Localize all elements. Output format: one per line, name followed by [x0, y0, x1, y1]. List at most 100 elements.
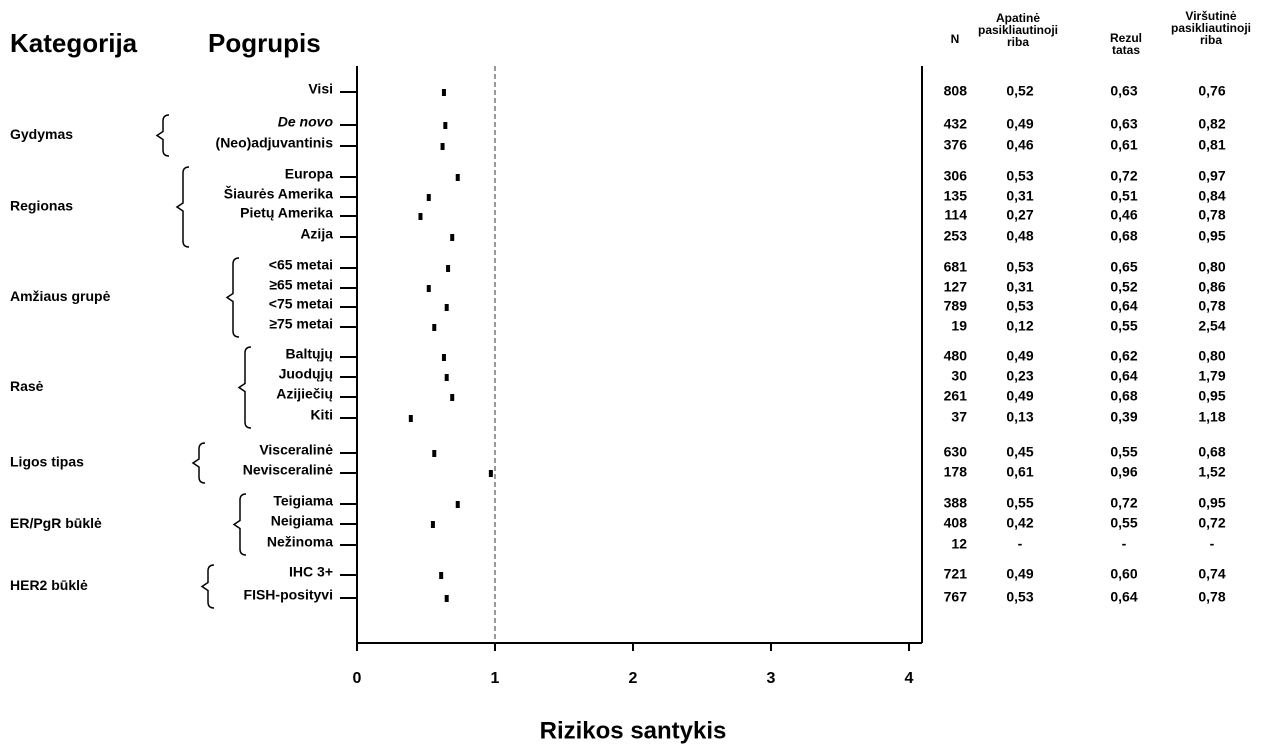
cell-result: 0,96 [1110, 464, 1137, 480]
category-label: Gydymas [10, 126, 73, 142]
cell-lower: 0,45 [1006, 444, 1033, 460]
subgroup-label: IHC 3+ [289, 564, 333, 580]
subgroup-label: <75 metai [269, 296, 333, 312]
category-brace [200, 564, 215, 609]
cell-lower: 0,42 [1006, 515, 1033, 531]
point-estimate [408, 415, 413, 422]
cell-upper: - [1210, 536, 1215, 552]
cell-upper: 0,68 [1198, 444, 1225, 460]
cell-result: 0,72 [1110, 168, 1137, 184]
cell-lower: 0,55 [1006, 495, 1033, 511]
cell-lower: 0,13 [1006, 409, 1033, 425]
subgroup-label: Pietų Amerika [240, 205, 333, 221]
subgroup-label: Kiti [310, 407, 333, 423]
cell-upper: 1,18 [1198, 409, 1225, 425]
cell-n: 808 [944, 83, 968, 99]
cell-n: 721 [944, 566, 968, 582]
header-result: Rezul tatas [1109, 31, 1142, 57]
cell-n: 681 [944, 259, 968, 275]
category-brace [191, 442, 206, 484]
cell-lower: 0,46 [1006, 137, 1033, 153]
cell-n: 114 [944, 207, 967, 223]
point-estimate [444, 374, 449, 381]
cell-result: 0,60 [1110, 566, 1137, 582]
cell-n: 789 [944, 298, 968, 314]
cell-lower: 0,12 [1006, 318, 1033, 334]
cell-n: 630 [944, 444, 968, 460]
cell-upper: 1,52 [1198, 464, 1225, 480]
cell-n: 19 [951, 318, 967, 334]
cell-lower: 0,31 [1006, 188, 1033, 204]
cell-n: 408 [944, 515, 968, 531]
subgroup-label: Juodųjų [279, 366, 333, 382]
cell-result: 0,46 [1110, 207, 1137, 223]
cell-lower: 0,61 [1006, 464, 1033, 480]
header-subgroup: Pogrupis [208, 28, 321, 58]
subgroup-label: Azija [300, 226, 333, 242]
point-estimate [488, 470, 493, 477]
cell-upper: 0,81 [1198, 137, 1225, 153]
point-estimate [426, 285, 431, 292]
category-brace [225, 257, 240, 338]
x-axis-title: Rizikos santykis [540, 717, 727, 744]
category-brace [237, 346, 252, 429]
cell-upper: 0,80 [1198, 259, 1225, 275]
cell-lower: 0,31 [1006, 279, 1033, 295]
category-brace [175, 166, 190, 248]
cell-result: 0,55 [1110, 515, 1137, 531]
point-estimate [441, 354, 446, 361]
cell-upper: 0,74 [1198, 566, 1225, 582]
cell-upper: 0,78 [1198, 298, 1225, 314]
cell-lower: 0,27 [1006, 207, 1033, 223]
cell-upper: 0,95 [1198, 495, 1225, 511]
category-label: Rasė [10, 378, 44, 394]
cell-result: 0,55 [1110, 318, 1137, 334]
cell-upper: 0,78 [1198, 207, 1225, 223]
subgroup-label: ≥75 metai [269, 316, 333, 332]
subgroup-label: (Neo)adjuvantinis [216, 135, 334, 151]
point-estimate [455, 501, 460, 508]
header-category: Kategorija [10, 28, 138, 58]
subgroup-label: Nevisceralinė [243, 462, 333, 478]
point-estimate [439, 572, 444, 579]
point-estimate [450, 234, 455, 241]
cell-result: 0,63 [1110, 116, 1137, 132]
cell-upper: 0,78 [1198, 589, 1225, 605]
cell-lower: 0,53 [1006, 168, 1033, 184]
category-label: ER/PgR būklė [10, 515, 102, 531]
cell-n: 306 [944, 168, 968, 184]
cell-lower: 0,53 [1006, 298, 1033, 314]
cell-result: 0,51 [1110, 188, 1137, 204]
subgroup-label: Visceralinė [259, 442, 333, 458]
cell-n: 480 [944, 348, 968, 364]
point-estimate [450, 394, 455, 401]
category-label: Regionas [10, 198, 73, 214]
point-estimate [432, 324, 437, 331]
cell-n: 127 [944, 279, 968, 295]
point-estimate [444, 304, 449, 311]
cell-result: 0,52 [1110, 279, 1137, 295]
subgroup-label: FISH-posityvi [244, 587, 333, 603]
cell-result: 0,63 [1110, 83, 1137, 99]
category-brace [155, 114, 170, 157]
header-lower: Apatinė pasikliautinoji riba [977, 11, 1058, 49]
point-estimate [418, 213, 423, 220]
cell-result: 0,64 [1110, 368, 1137, 384]
cell-upper: 0,82 [1198, 116, 1225, 132]
cell-n: 30 [951, 368, 967, 384]
cell-n: 135 [944, 188, 968, 204]
subgroup-label: Neigiama [271, 513, 333, 529]
category-label: HER2 būklė [10, 577, 88, 593]
cell-upper: 0,95 [1198, 228, 1225, 244]
cell-n: 376 [944, 137, 968, 153]
cell-result: 0,64 [1110, 298, 1137, 314]
cell-lower: 0,52 [1006, 83, 1033, 99]
cell-lower: 0,49 [1006, 566, 1033, 582]
cell-upper: 0,80 [1198, 348, 1225, 364]
subgroup-label: De novo [278, 114, 334, 130]
cell-result: 0,39 [1110, 409, 1137, 425]
cell-lower: 0,53 [1006, 259, 1033, 275]
subgroup-label: Azijiečių [276, 386, 333, 402]
cell-result: 0,62 [1110, 348, 1137, 364]
cell-upper: 0,84 [1198, 188, 1225, 204]
